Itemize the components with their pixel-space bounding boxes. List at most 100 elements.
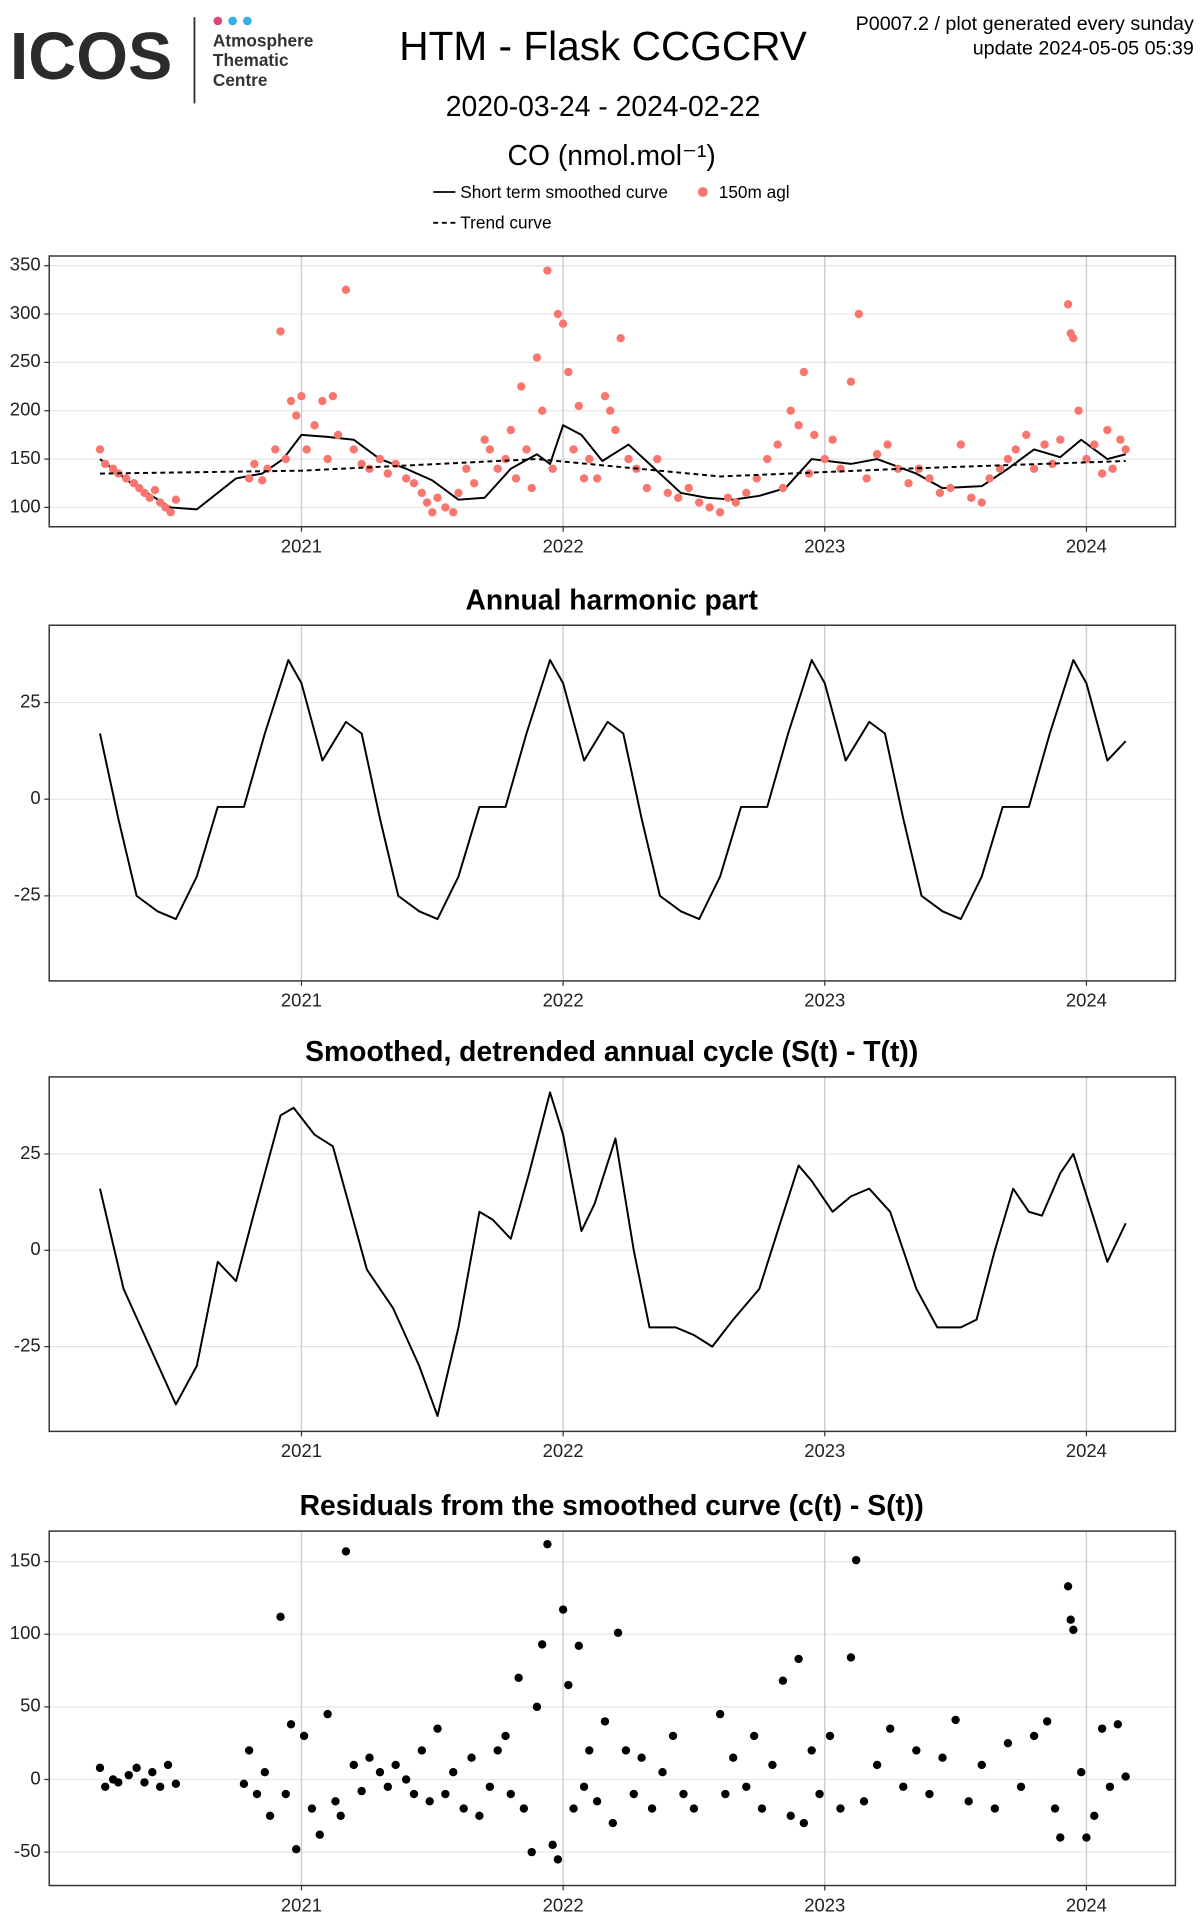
point <box>705 503 714 512</box>
point <box>1121 1772 1130 1781</box>
y-tick-label: -50 <box>14 1840 41 1861</box>
point <box>799 1818 809 1828</box>
point <box>532 353 542 362</box>
point <box>501 1731 510 1741</box>
point <box>742 488 751 498</box>
point <box>1063 1582 1073 1591</box>
point <box>859 1797 869 1806</box>
point <box>613 1628 623 1637</box>
point <box>493 464 502 473</box>
y-tick-label: 0 <box>30 1238 40 1259</box>
line <box>99 659 1127 921</box>
point <box>1003 1738 1013 1748</box>
point <box>585 1746 594 1755</box>
point <box>349 1760 358 1770</box>
point <box>1082 454 1091 464</box>
point <box>310 421 319 430</box>
point <box>469 479 479 488</box>
point <box>331 1797 340 1806</box>
point <box>558 1605 568 1614</box>
point <box>1090 440 1099 449</box>
point <box>674 493 683 502</box>
point <box>1069 1625 1078 1635</box>
point <box>150 485 160 495</box>
point <box>252 1789 262 1799</box>
point <box>391 1760 400 1770</box>
point <box>522 445 531 454</box>
point <box>543 1539 552 1549</box>
point <box>786 1811 795 1820</box>
point <box>679 1789 688 1799</box>
x-tick-label: 2023 <box>804 1894 845 1915</box>
point <box>532 1702 542 1712</box>
point <box>1082 1833 1091 1842</box>
point <box>441 503 450 512</box>
note: P0007.2 / plot generated every sunday <box>856 13 1194 35</box>
point <box>375 454 385 464</box>
legend-label: Trend curve <box>460 213 551 233</box>
legend-label: 150m agl <box>719 182 790 202</box>
point <box>925 1789 934 1799</box>
point <box>527 483 536 493</box>
point <box>715 1709 725 1719</box>
point <box>124 1770 133 1780</box>
y-tick-label: 150 <box>10 447 41 468</box>
y-tick-label: -25 <box>14 1334 41 1355</box>
line <box>99 424 1126 511</box>
point <box>606 406 615 415</box>
point <box>475 1811 484 1820</box>
panel: Annual harmonic part -25 0 25 2021 2022 2023 20… <box>14 583 1177 1011</box>
y-tick-label: 300 <box>10 302 41 323</box>
x-tick-label: 2021 <box>281 536 322 557</box>
point <box>145 493 154 502</box>
point <box>459 1804 468 1813</box>
point <box>872 450 882 459</box>
point <box>315 1830 324 1839</box>
point <box>592 1797 602 1806</box>
point <box>318 396 327 406</box>
point <box>653 454 662 464</box>
x-tick-label: 2022 <box>543 1440 584 1461</box>
point <box>148 1768 157 1777</box>
point <box>995 464 1005 473</box>
point <box>155 1782 165 1791</box>
point <box>383 469 392 478</box>
point <box>904 479 913 488</box>
point <box>925 474 934 483</box>
point <box>938 1753 947 1762</box>
point <box>1063 300 1073 309</box>
point <box>357 1786 366 1796</box>
y-tick-label: 0 <box>30 787 40 808</box>
point <box>585 454 594 464</box>
title: HTM - Flask CCGCRV <box>399 23 807 69</box>
point <box>990 1804 1000 1813</box>
point <box>480 435 489 444</box>
point <box>752 474 761 483</box>
point <box>454 488 463 498</box>
point <box>514 1673 523 1682</box>
point <box>527 1847 536 1857</box>
point <box>449 1768 458 1777</box>
logo-org: Centre <box>213 70 268 90</box>
y-tick-label: 100 <box>10 1622 41 1643</box>
point <box>171 1779 181 1789</box>
point <box>441 1789 450 1799</box>
line <box>99 458 1126 478</box>
point <box>433 493 442 502</box>
point <box>163 1760 173 1770</box>
point <box>365 1753 374 1762</box>
point <box>637 1753 646 1762</box>
point <box>467 1753 476 1762</box>
point <box>244 474 254 483</box>
point <box>485 445 495 454</box>
line <box>99 1091 1127 1417</box>
point <box>417 488 427 498</box>
point <box>286 1720 296 1729</box>
point <box>171 495 181 504</box>
point <box>511 474 521 483</box>
point <box>778 483 788 493</box>
panel-background <box>49 1531 1176 1886</box>
point <box>101 1782 110 1791</box>
point <box>538 406 547 415</box>
point <box>778 1676 788 1685</box>
